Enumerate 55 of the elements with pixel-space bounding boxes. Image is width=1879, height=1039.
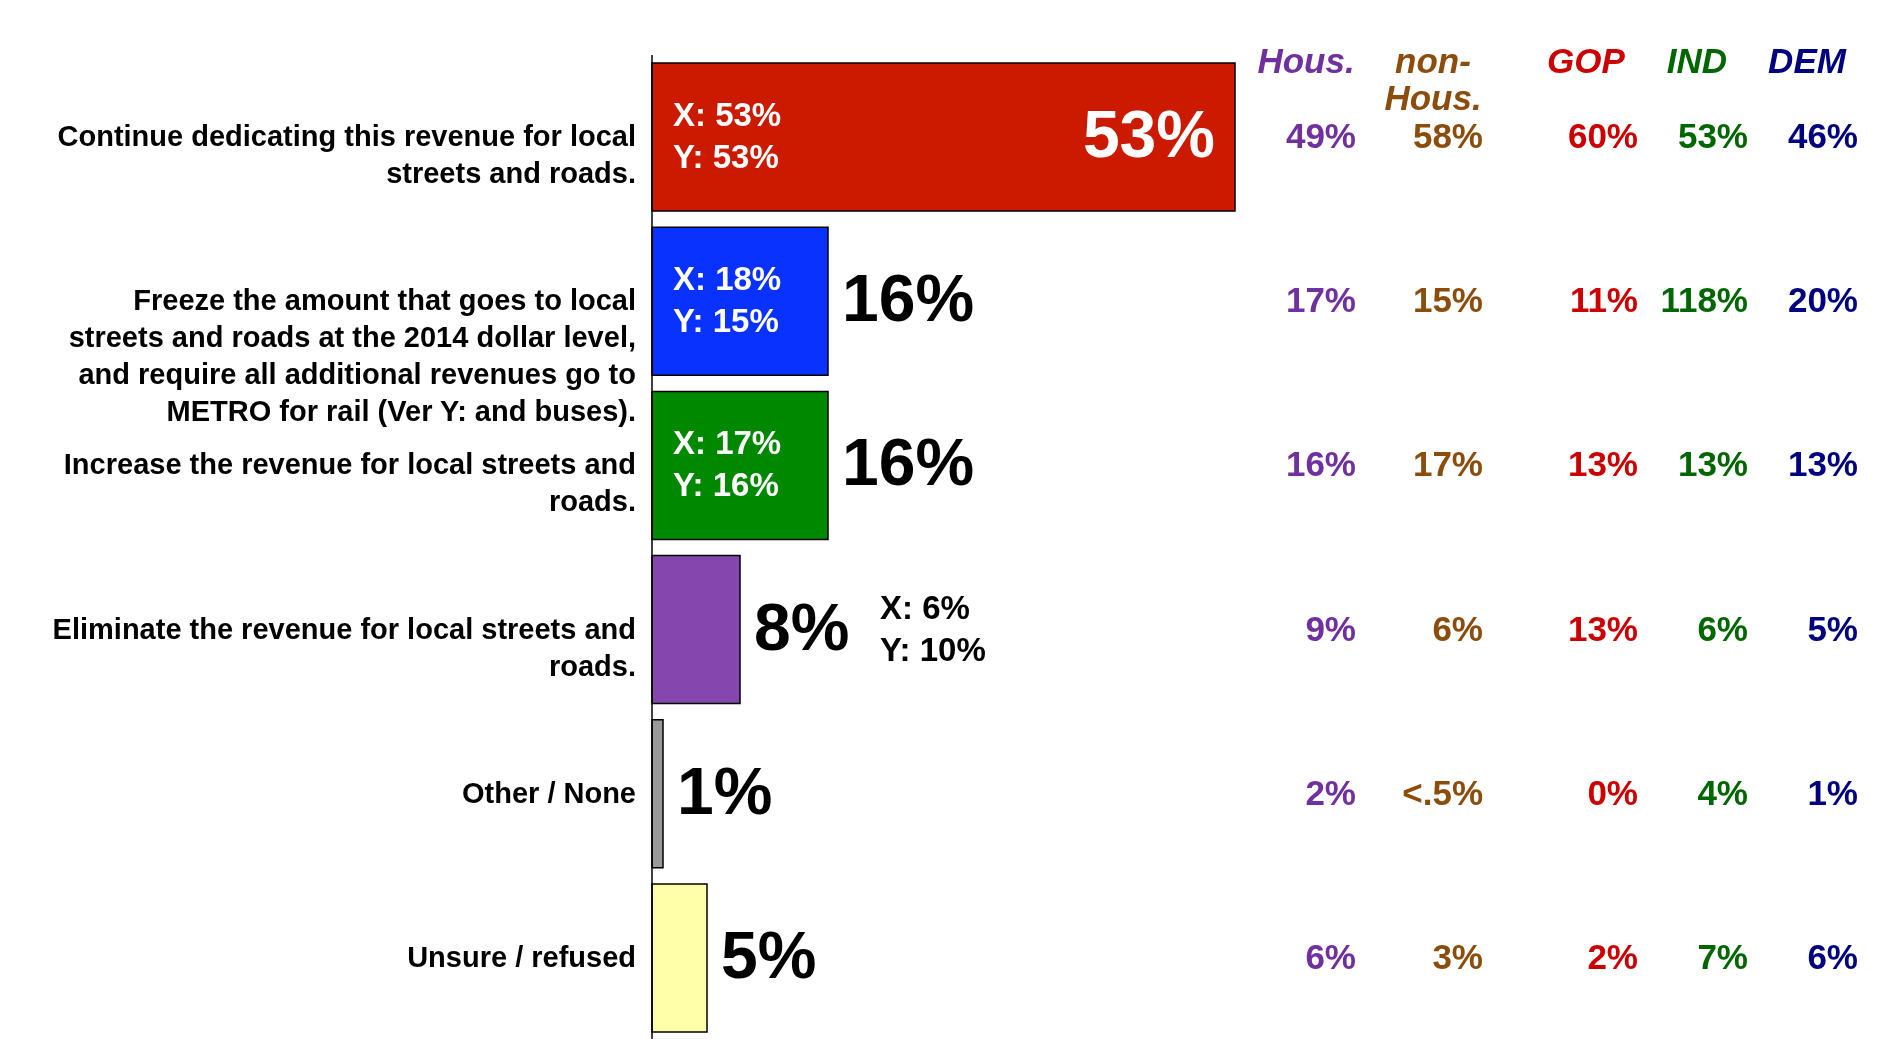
text: 2% xyxy=(1305,772,1356,812)
text: 17% xyxy=(1412,444,1483,484)
text: 5% xyxy=(1807,608,1858,648)
annotation: X: 6% xyxy=(880,588,970,626)
text: IND xyxy=(1666,41,1728,80)
text: 13% xyxy=(1567,444,1638,484)
text: 17% xyxy=(1285,280,1356,320)
data-label: 8% xyxy=(754,589,850,664)
text: 13% xyxy=(1567,608,1638,648)
text: 6% xyxy=(1432,608,1483,648)
annotation: Y: 10% xyxy=(880,630,986,668)
y-tick-label: Other / None xyxy=(461,776,636,809)
data-label: 16% xyxy=(842,425,975,500)
text: 46% xyxy=(1787,116,1858,155)
text: 11% xyxy=(1569,280,1638,320)
y-tick-label: Eliminate the revenue for local streets and roads. xyxy=(52,612,636,682)
text: 6% xyxy=(1807,937,1858,976)
text: 16% xyxy=(1285,444,1356,484)
text: 9% xyxy=(1305,608,1356,648)
text: 3% xyxy=(1432,937,1483,976)
annotation: X: 18% xyxy=(673,260,782,298)
annotation: X: 17% xyxy=(673,424,782,462)
text: 15% xyxy=(1412,280,1483,320)
annotation: X: 53% xyxy=(673,96,782,133)
text: 1% xyxy=(1807,772,1858,812)
text: 58% xyxy=(1412,116,1483,155)
text: 2% xyxy=(1587,937,1638,976)
text: 20% xyxy=(1787,280,1858,320)
text: 4% xyxy=(1697,772,1748,812)
y-tick-label: Increase the revenue for local streets and roads. xyxy=(63,448,636,518)
text: 118% xyxy=(1660,280,1748,320)
text: 60% xyxy=(1567,116,1638,155)
annotation: Y: 16% xyxy=(673,466,779,504)
text: 13% xyxy=(1677,444,1748,484)
text: 49% xyxy=(1285,116,1356,155)
text: 0% xyxy=(1587,772,1638,812)
annotation: Y: 15% xyxy=(673,302,779,340)
text: 13% xyxy=(1787,444,1858,484)
data-label: 1% xyxy=(677,753,773,828)
text: 53% xyxy=(1677,116,1748,155)
y-tick-label: Unsure / refused xyxy=(407,941,636,973)
text: 6% xyxy=(1305,937,1356,976)
y-tick-label: Freeze the amount that goes to local streets and roads at the 2014 dollar level, and require all additional revenues go to METRO for rail (Ver Y: and buses). xyxy=(68,284,636,428)
text: DEM xyxy=(1768,41,1847,80)
text: <.5% xyxy=(1402,772,1483,812)
text: 7% xyxy=(1697,937,1748,976)
y-tick-label: Continue dedicating this revenue for local streets and roads. xyxy=(57,120,636,189)
text: 6% xyxy=(1697,608,1748,648)
data-label: 5% xyxy=(721,918,817,992)
data-label: 53% xyxy=(1082,97,1215,171)
text: Hous. xyxy=(1257,41,1355,80)
data-label: 16% xyxy=(842,261,975,336)
text: non-Hous. xyxy=(1384,41,1482,117)
annotation: Y: 53% xyxy=(673,138,779,175)
text: GOP xyxy=(1547,41,1626,80)
